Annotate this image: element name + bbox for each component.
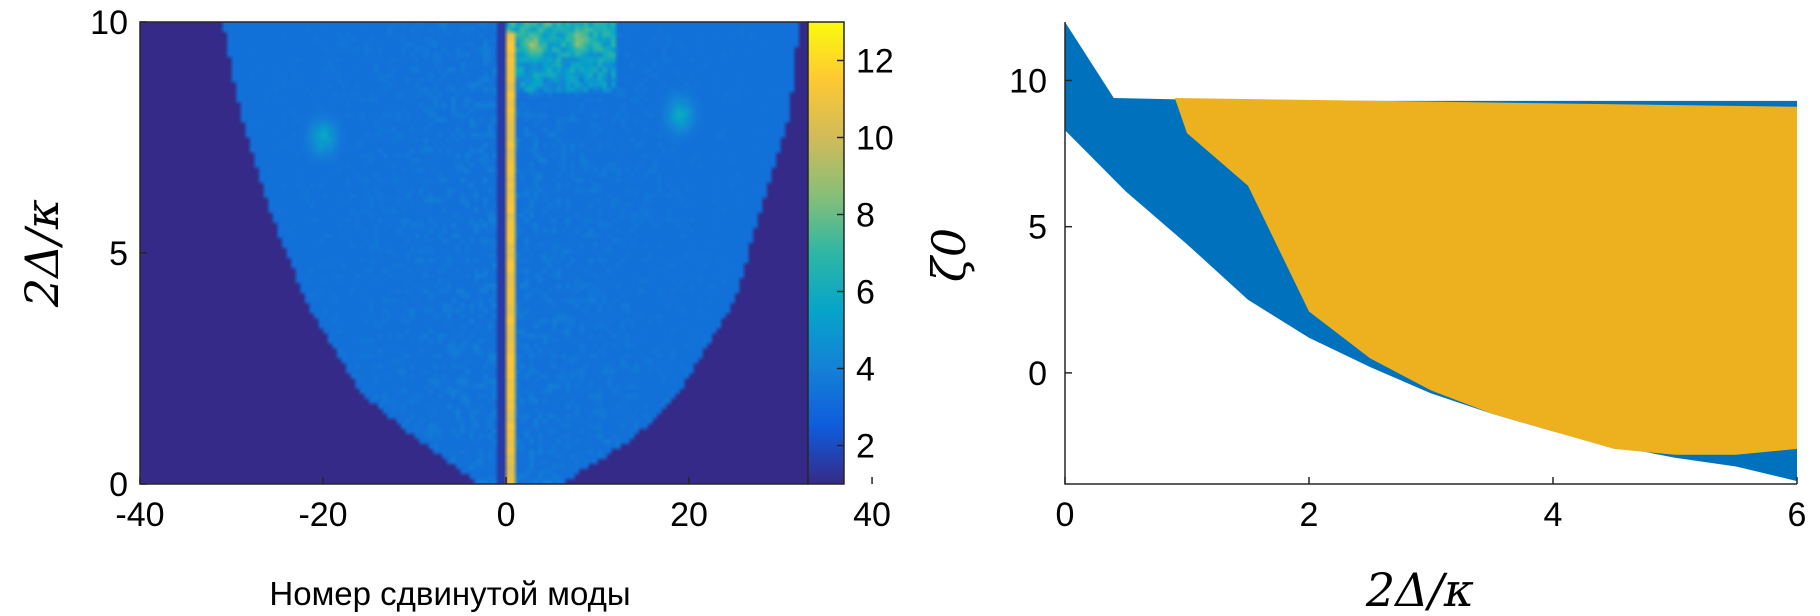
colorbar-label: ζ0 [922,228,976,282]
colorbar-tick-label: 8 [856,197,875,235]
heatmap-y-ticks: 0 5 10 [90,4,147,504]
region-y-tick-label: 0 [1028,355,1047,393]
colorbar-tick-label: 2 [856,428,875,466]
heatmap-y-tick-label: 5 [109,235,128,273]
colorbar: 2 4 6 8 10 12 ζ0 [807,21,976,485]
region-x-axis-label: 2Δ/κ [1365,563,1474,616]
colorbar-tick-label: 6 [856,274,875,312]
region-x-tick-label: 6 [1788,496,1807,534]
colorbar-tick-label: 4 [856,351,875,389]
region-x-tick-label: 2 [1300,496,1319,534]
heatmap-y-axis-label: 2Δ/κ [15,199,69,308]
heatmap-image [140,22,808,484]
colorbar-tick-label: 10 [856,120,894,158]
colorbar-tick-label: 12 [856,43,894,81]
heatmap-panel: -40 -20 0 20 40 0 5 10 Номер сдвинутой моды 2Δ… [15,4,891,612]
heatmap-x-tick-label: 20 [670,496,708,534]
orange-region [1174,98,1797,455]
heatmap-x-tick-label: -40 [115,496,164,534]
region-y-ticks: 0 5 10 [1009,62,1072,393]
region-x-tick-label: 4 [1544,496,1563,534]
heatmap-x-tick-label: 0 [497,496,516,534]
heatmap-x-tick-label: -20 [298,496,347,534]
heatmap-x-ticks: -40 -20 0 20 40 [115,477,891,534]
colorbar-gradient [807,21,845,485]
colorbar-ticks: 2 4 6 8 10 12 [837,43,894,466]
region-x-tick-label: 0 [1056,496,1075,534]
region-x-ticks: 0 2 4 6 [1056,477,1807,534]
heatmap-x-axis-label: Номер сдвинутой моды [269,575,630,612]
region-y-tick-label: 10 [1009,62,1047,100]
heatmap-y-tick-label: 0 [109,466,128,504]
region-panel: 0 2 4 6 0 5 10 2Δ/κ [1009,22,1806,616]
heatmap-x-tick-label: 40 [853,496,891,534]
heatmap-y-tick-label: 10 [90,4,128,42]
region-y-tick-label: 5 [1028,209,1047,247]
